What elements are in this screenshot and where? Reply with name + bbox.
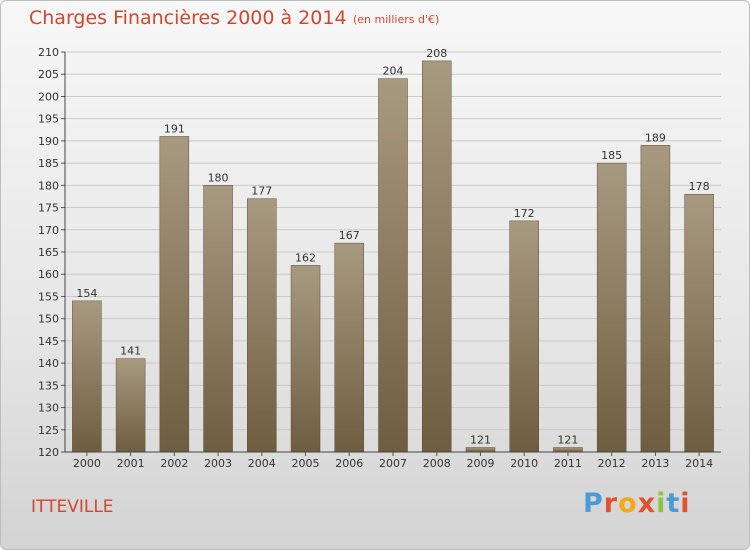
y-tick-label: 165 (38, 246, 59, 259)
bar-2009 (465, 447, 496, 453)
bar-2013 (640, 145, 671, 453)
value-label: 185 (601, 149, 622, 162)
x-tick-label: 2010 (510, 457, 538, 470)
y-tick-label: 195 (38, 113, 59, 126)
axes: 1201251301351401451501551601651701751801… (38, 46, 721, 470)
bar-2002 (159, 136, 190, 453)
bars: 154 141 191 180 177 162 167 204 208 121 172 121 185 1… (72, 47, 714, 453)
bar-2012 (596, 162, 627, 453)
x-tick-label: 2006 (335, 457, 363, 470)
bar-2001 (115, 358, 146, 453)
value-label: 178 (689, 180, 710, 193)
value-label: 177 (251, 185, 272, 198)
bar-2005 (290, 265, 321, 453)
logo-letter: r (603, 488, 619, 519)
x-tick-label: 2013 (641, 457, 669, 470)
value-label: 167 (339, 229, 360, 242)
y-tick-label: 145 (38, 335, 59, 348)
bar-2011 (553, 447, 583, 453)
value-label: 208 (426, 47, 447, 60)
value-label: 189 (645, 131, 666, 144)
logo-letter: t (666, 488, 681, 519)
value-label: 180 (208, 171, 229, 184)
y-tick-label: 205 (38, 68, 59, 81)
bar-2000 (72, 300, 102, 453)
y-tick-label: 125 (38, 424, 59, 437)
x-tick-label: 2007 (379, 457, 407, 470)
x-tick-label: 2004 (248, 457, 276, 470)
logo-letter: P (583, 488, 604, 519)
bar-2006 (334, 242, 365, 453)
value-label: 121 (470, 434, 491, 447)
chart-unit: (en milliers d'€) (353, 13, 440, 26)
value-label: 204 (383, 65, 404, 78)
bar-2003 (203, 185, 233, 453)
chart-title: Charges Financières 2000 à 2014 (29, 7, 347, 29)
value-label: 154 (76, 287, 97, 300)
value-label: 121 (557, 434, 578, 447)
y-tick-label: 160 (38, 268, 59, 281)
logo-letter: o (618, 488, 638, 519)
y-tick-label: 130 (38, 402, 59, 415)
x-tick-label: 2014 (685, 457, 713, 470)
x-tick-label: 2009 (466, 457, 494, 470)
logo-letter: i (656, 488, 667, 519)
x-tick-label: 2012 (598, 457, 626, 470)
bar-2010 (509, 220, 539, 453)
y-tick-label: 140 (38, 357, 59, 370)
value-label: 141 (120, 345, 141, 358)
x-tick-label: 2002 (160, 457, 188, 470)
bar-2007 (378, 78, 408, 453)
logo-letter: x (637, 488, 657, 519)
commune-name: ITTEVILLE (31, 497, 114, 517)
x-tick-label: 2001 (117, 457, 145, 470)
y-tick-label: 200 (38, 90, 59, 103)
y-tick-label: 120 (38, 446, 59, 459)
y-tick-label: 150 (38, 313, 59, 326)
y-tick-label: 155 (38, 290, 59, 303)
y-tick-label: 210 (38, 46, 59, 59)
x-tick-label: 2011 (554, 457, 582, 470)
logo-letter: i (680, 488, 691, 519)
bar-2008 (421, 60, 452, 453)
bar-2004 (247, 198, 277, 453)
proxiti-logo: Proxiti (583, 488, 691, 519)
x-tick-label: 2005 (292, 457, 320, 470)
y-tick-label: 180 (38, 179, 59, 192)
y-tick-label: 135 (38, 379, 59, 392)
value-label: 172 (514, 207, 535, 220)
x-tick-label: 2008 (423, 457, 451, 470)
value-label: 191 (164, 122, 185, 135)
x-tick-label: 2000 (73, 457, 101, 470)
bar-2014 (684, 193, 714, 453)
y-tick-label: 185 (38, 157, 59, 170)
x-tick-label: 2003 (204, 457, 232, 470)
y-tick-label: 170 (38, 224, 59, 237)
value-label: 162 (295, 251, 316, 264)
y-tick-label: 175 (38, 202, 59, 215)
y-tick-label: 190 (38, 135, 59, 148)
